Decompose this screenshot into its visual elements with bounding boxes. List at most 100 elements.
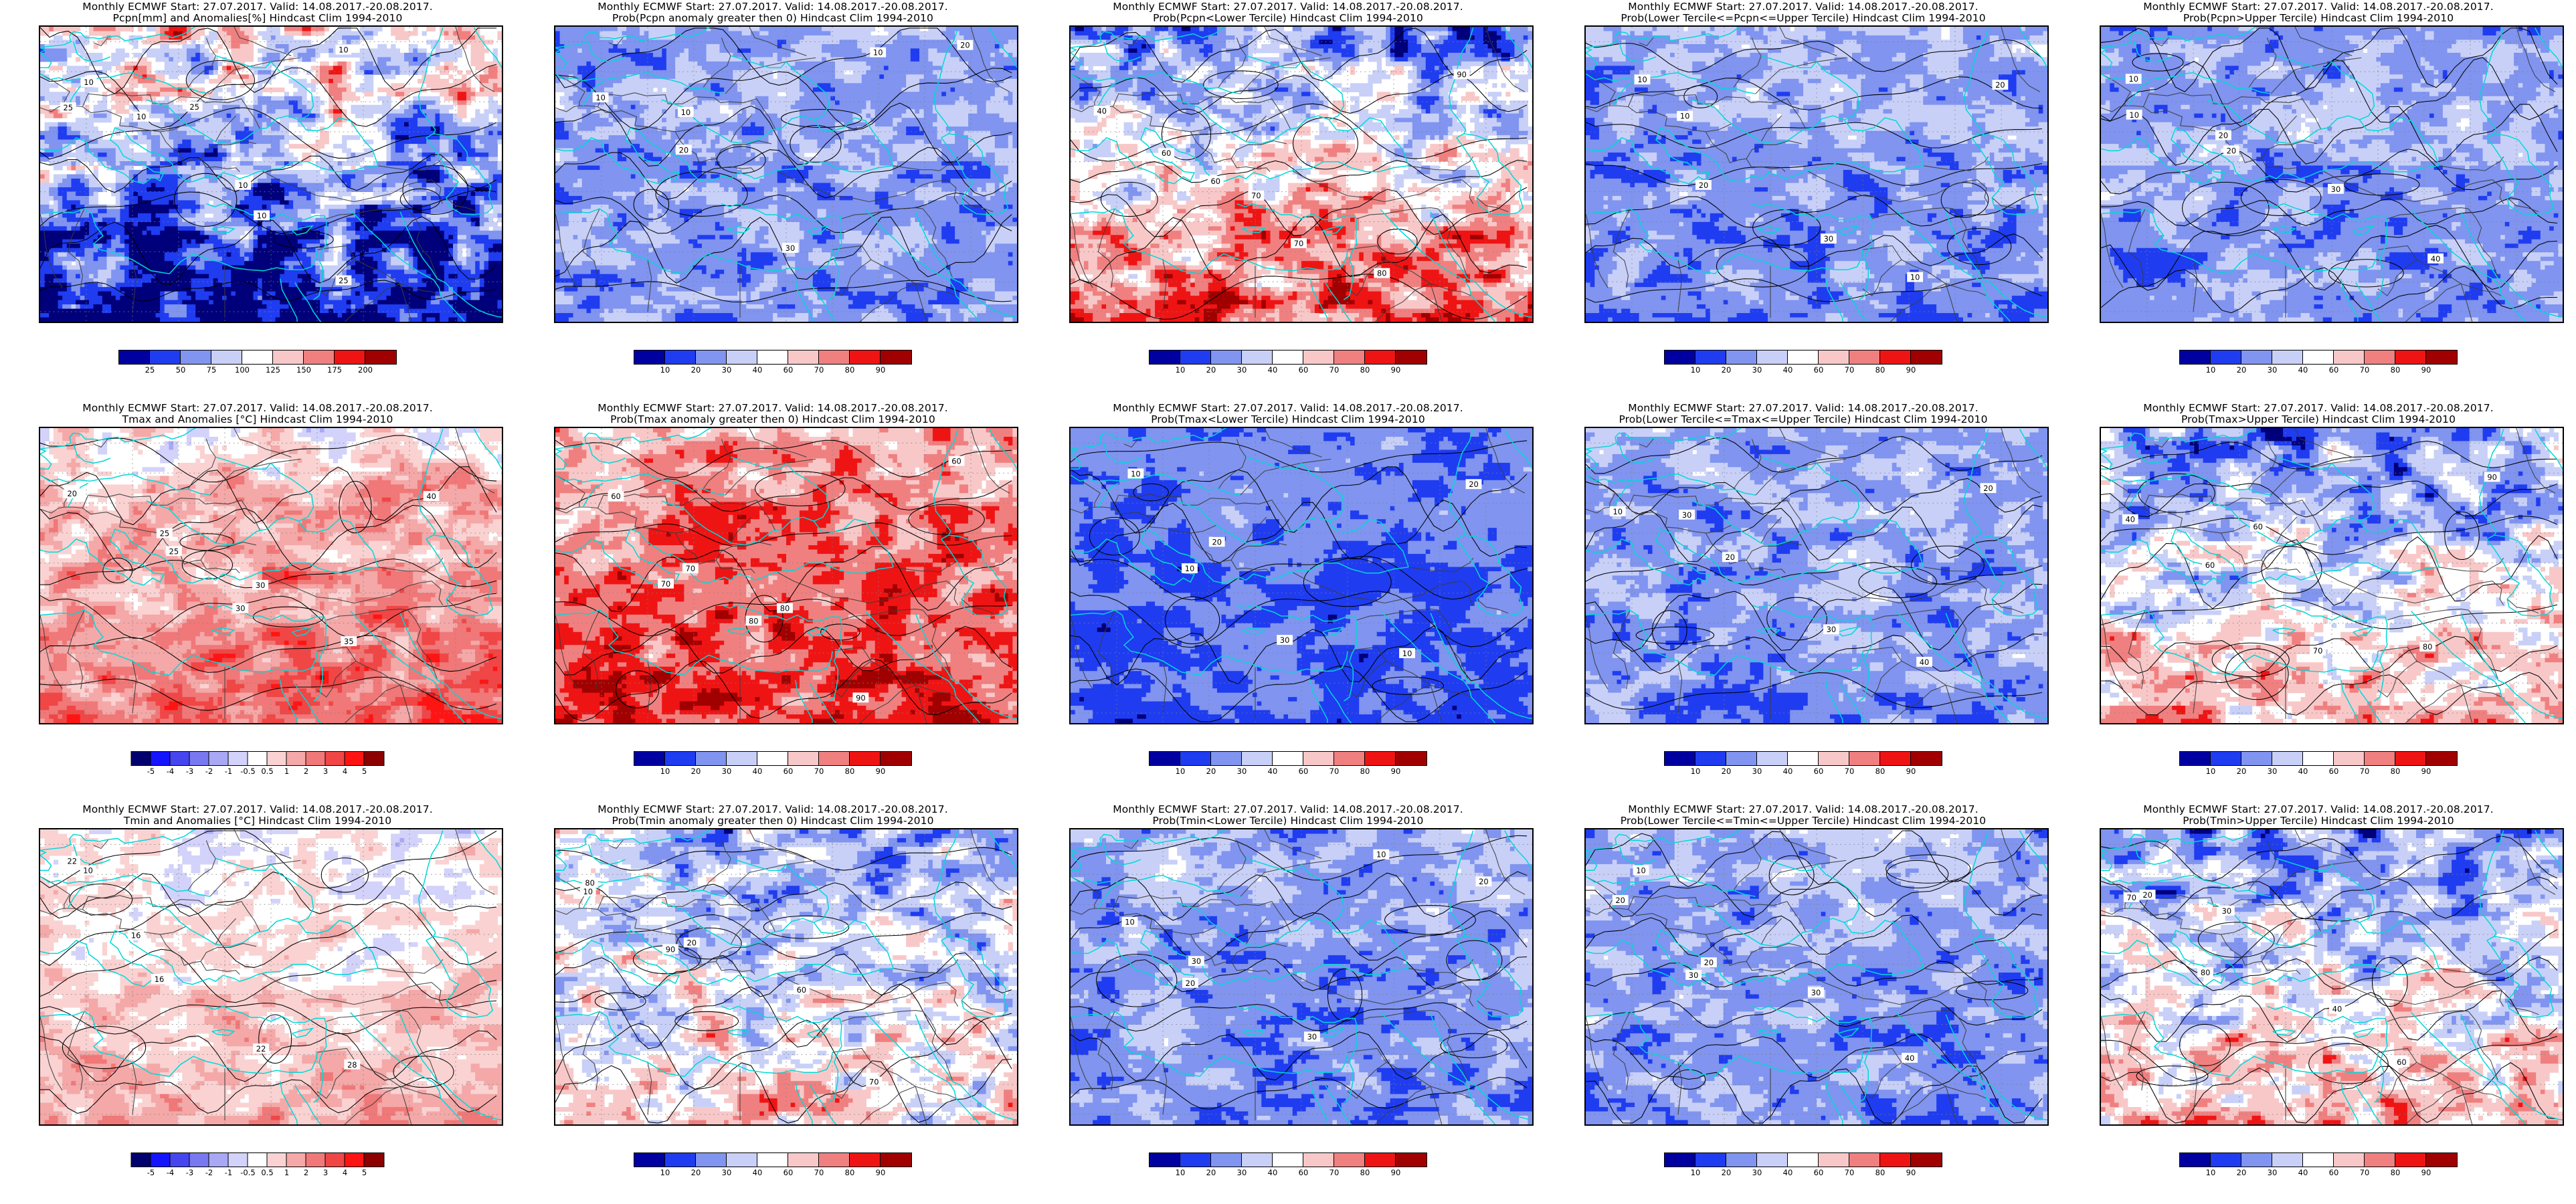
y-axis-label: 51N <box>39 870 40 880</box>
svg-text:25: 25 <box>339 276 349 286</box>
x-axis-label: 40E <box>1386 723 1402 724</box>
colorbar-segment: 20 <box>2211 752 2246 776</box>
x-axis-tick <box>1209 1124 1210 1126</box>
colorbar-tick-label: 60 <box>784 1168 794 1177</box>
colorbar-segment: 1 <box>267 752 289 776</box>
colorbar-segment: 10 <box>1665 1153 1700 1177</box>
panel-title-line1: Monthly ECMWF Start: 27.07.2017. Valid: … <box>1628 1 1979 13</box>
colorbar-tick-label: 40 <box>1783 365 1793 375</box>
colorbar-segment: 200 <box>335 350 373 375</box>
colorbar-segment: 90 <box>1365 1153 1400 1177</box>
colorbar-tick-label: 125 <box>266 365 280 375</box>
x-axis-label: 5E <box>2100 723 2106 724</box>
y-axis-label: 36N <box>1069 1019 1071 1029</box>
y-axis-label: 27N <box>554 708 555 718</box>
y-axis-label: 39N <box>39 588 40 598</box>
x-axis-label: 35E <box>1855 322 1871 323</box>
colorbar-wrap-r1c3: 10 20 30 40 60 70 80 90 <box>1030 350 1546 381</box>
colorbar-segment: 50 <box>150 350 185 375</box>
colorbar-tick-label: 80 <box>845 767 855 776</box>
x-axis-label: 10E <box>78 322 94 323</box>
x-axis-tick <box>1255 723 1256 724</box>
colorbar-segment: 20 <box>1180 350 1216 375</box>
colorbar: 10 20 30 40 60 70 80 90 <box>1664 350 1942 375</box>
colorbar-tick-label: -5 <box>147 767 155 776</box>
colorbar-tick-label: 20 <box>1206 365 1216 375</box>
colorbar-segment: 60 <box>1273 350 1308 375</box>
y-axis-label: 45N <box>1584 929 1586 939</box>
colorbar-tick-label: 40 <box>2298 1168 2308 1177</box>
colorbar-tick-label: 1 <box>284 767 289 776</box>
colorbar-segment: -3 <box>170 752 193 776</box>
colorbar-wrap-r3c3: 10 20 30 40 60 70 80 90 <box>1030 1152 1546 1183</box>
y-axis-label: 33N <box>2100 648 2101 658</box>
colorbar-segment: 90 <box>1365 350 1400 375</box>
x-axis-tick <box>1955 1124 1956 1126</box>
x-axis-tick <box>1678 1124 1679 1126</box>
panel-title-line2: Pcpn[mm] and Anomalies[%] Hindcast Clim … <box>0 13 515 24</box>
colorbar: 10 20 30 40 60 70 80 90 <box>634 350 912 375</box>
x-axis-label: 20E <box>1201 723 1217 724</box>
colorbar-segment: 20 <box>2211 350 2246 375</box>
x-axis-tick <box>1486 322 1487 323</box>
x-axis-label: 15E <box>2185 723 2201 724</box>
y-axis-label: 51N <box>1584 67 1586 77</box>
y-axis-label: 30N <box>39 277 40 287</box>
colorbar-segment <box>1396 350 1427 364</box>
x-axis-label: 45E <box>1432 1124 1448 1126</box>
x-axis-label: 55E <box>1524 723 1534 724</box>
colorbar-tick-label: 90 <box>1391 365 1401 375</box>
x-axis-label: 20E <box>2231 723 2247 724</box>
colorbar-tick-label: 30 <box>1237 767 1247 776</box>
x-axis-tick <box>271 322 272 323</box>
colorbar-segment: 60 <box>757 1153 793 1177</box>
y-axis-label: 51N <box>1069 67 1071 77</box>
x-axis-tick <box>2193 1124 2194 1126</box>
x-axis-label: 40E <box>870 723 887 724</box>
colorbar-segment: 0.5 <box>248 752 274 776</box>
y-axis-label: 33N <box>39 648 40 658</box>
svg-text:10: 10 <box>238 181 248 190</box>
colorbar-tick-label: 70 <box>1845 1168 1855 1177</box>
x-axis-label: 10E <box>2139 723 2155 724</box>
colorbar-tick-label: 3 <box>323 1168 328 1177</box>
x-axis-label: 50E <box>1478 1124 1494 1126</box>
y-axis-label: 39N <box>554 187 555 197</box>
y-axis-label: 54N <box>1069 37 1071 47</box>
x-axis-label: 35E <box>1340 322 1356 323</box>
colorbar-wrap-r2c4: 10 20 30 40 60 70 80 90 <box>1546 751 2061 782</box>
y-axis-label: 33N <box>2100 247 2101 257</box>
colorbar: 10 20 30 40 60 70 80 90 <box>1149 350 1427 375</box>
x-axis-label: 45E <box>1947 1124 1963 1126</box>
x-axis-label: 20E <box>171 1124 187 1126</box>
colorbar-tick-label: 20 <box>1722 365 1732 375</box>
x-axis-tick <box>971 723 972 724</box>
x-axis-label: 10E <box>78 723 94 724</box>
x-axis-tick <box>363 723 364 724</box>
map-field: 10 20 60 70 80 90 <box>555 829 1017 1124</box>
x-axis-label: 30E <box>263 1124 279 1126</box>
map-frame-r1c5: 10203040102027N 30N 33N 36N 39N 42N 45N 48N 51N 5… <box>2100 25 2564 323</box>
y-axis-label: 54N <box>1584 37 1586 47</box>
x-axis-label: 40E <box>2416 322 2432 323</box>
colorbar-tick-label: 20 <box>691 1168 701 1177</box>
x-axis-label: 45E <box>401 322 418 323</box>
colorbar-segment: 20 <box>1180 752 1216 776</box>
y-axis-label: 27N <box>2100 708 2101 718</box>
x-axis-tick <box>1770 723 1771 724</box>
colorbar-segment: 60 <box>1788 752 1823 776</box>
x-axis-label: 30E <box>778 723 794 724</box>
colorbar-segment: 70 <box>1819 1153 1854 1177</box>
x-axis-tick <box>271 1124 272 1126</box>
colorbar-segment: 40 <box>1242 1153 1277 1177</box>
colorbar-segment: 30 <box>1211 350 1247 375</box>
x-axis-label: 25E <box>732 1124 748 1126</box>
x-axis-label: 50E <box>1993 322 2009 323</box>
colorbar: 10 20 30 40 60 70 80 90 <box>1664 751 1942 776</box>
colorbar-segment: -2 <box>189 1153 213 1177</box>
map-field: 10 25 10 10 25 10 10 25 <box>40 27 502 322</box>
y-axis-label: 39N <box>1069 187 1071 197</box>
panel-title-line2: Prob(Tmin<Lower Tercile) Hindcast Clim 1… <box>1030 815 1546 827</box>
x-axis-tick <box>1909 1124 1910 1126</box>
colorbar-tick-label: 30 <box>722 1168 732 1177</box>
